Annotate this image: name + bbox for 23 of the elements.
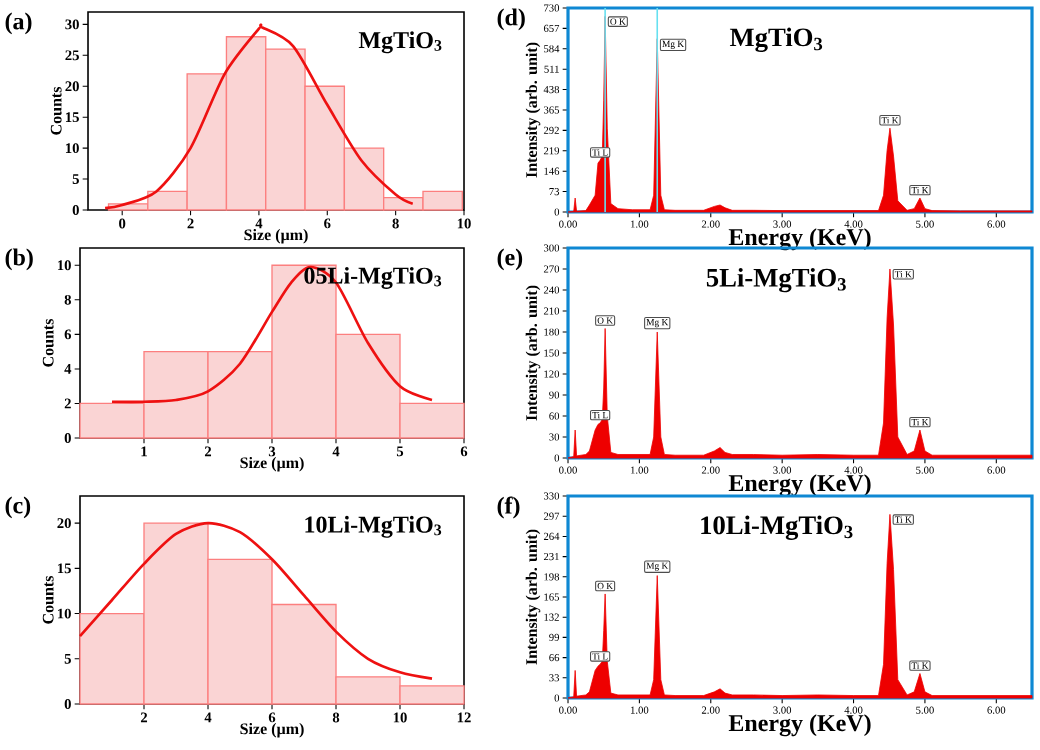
text: MgTiO$_{3}$ [729, 27, 823, 53]
text: (b) [5, 248, 33, 271]
text: (e) [497, 248, 523, 271]
text: (f) [497, 496, 520, 519]
y-axis-title: Counts [42, 318, 54, 367]
text: 10Li-MgTiO$_{3}$ [701, 515, 853, 540]
y-axis-title: Counts [50, 86, 62, 135]
x-axis-title: Size (µm) [240, 722, 304, 738]
x-axis-title: Energy (KeV) [728, 714, 871, 737]
y-axis-title: Counts [42, 575, 54, 624]
text: 5Li-MgTiO$_{3}$ [706, 267, 846, 293]
text: (d) [497, 8, 525, 31]
y-axis-title: Intensity (arb. unit) [525, 285, 541, 421]
x-axis-title: Size (µm) [240, 456, 304, 472]
text: 10Li-MgTiO$_{3}$ [305, 515, 442, 538]
text: MgTiO$_{3}$ [358, 31, 442, 54]
text: (c) [5, 496, 31, 519]
y-axis-title: Intensity (arb. unit) [525, 42, 541, 178]
x-axis-title: Energy (KeV) [728, 474, 871, 497]
x-axis-title: Energy (KeV) [728, 228, 871, 251]
text: (a) [5, 12, 32, 35]
x-axis-title: Size (µm) [244, 228, 308, 244]
y-axis-title: Intensity (arb. unit) [525, 529, 541, 665]
